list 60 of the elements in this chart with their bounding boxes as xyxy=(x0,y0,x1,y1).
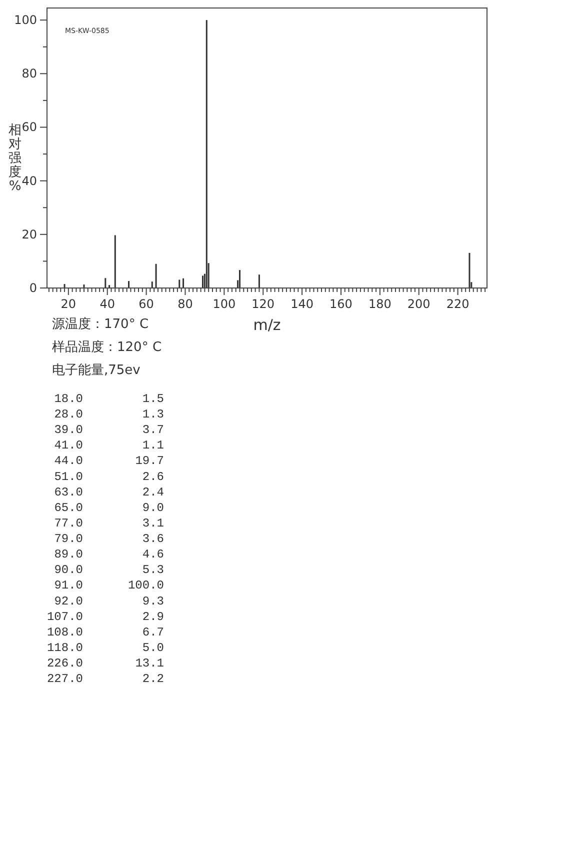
text: 6.7 xyxy=(142,625,164,640)
x-tick-label: 80 xyxy=(178,297,193,311)
text: 92.0 xyxy=(54,594,83,608)
text: 3.1 xyxy=(142,516,164,530)
text: 5.0 xyxy=(142,640,164,655)
y-tick-label: 80 xyxy=(22,66,37,81)
x-tick-label: 200 xyxy=(407,297,430,311)
text: 41.0 xyxy=(54,438,83,453)
text: 100.0 xyxy=(128,578,164,593)
text: 5.3 xyxy=(142,563,164,578)
text: 108.0 xyxy=(46,625,83,640)
text: 2.4 xyxy=(142,485,164,500)
text: 91.0 xyxy=(54,578,83,593)
x-tick-label: 180 xyxy=(368,297,392,311)
text: 28.0 xyxy=(54,408,83,422)
text: 1.1 xyxy=(142,438,164,453)
y-tick-label: 100 xyxy=(14,13,37,28)
x-tick-label: 220 xyxy=(446,297,470,311)
y-tick-label: 20 xyxy=(22,227,37,242)
text: 39.0 xyxy=(54,423,83,438)
text: 电子能量,75ev xyxy=(52,363,141,378)
x-tick-label: 160 xyxy=(330,297,352,311)
text: 65.0 xyxy=(54,500,83,515)
y-tick-label: 0 xyxy=(29,281,37,295)
text: 226.0 xyxy=(46,656,83,671)
text: 2.9 xyxy=(142,610,164,624)
text: 1.5 xyxy=(142,392,164,406)
y-tick-label: 40 xyxy=(22,174,37,188)
text: 1.3 xyxy=(142,408,164,422)
x-tick-label: 120 xyxy=(252,297,275,311)
text: 51.0 xyxy=(54,470,83,484)
text: 227.0 xyxy=(46,672,83,686)
text: 18.0 xyxy=(54,392,83,406)
text: 63.0 xyxy=(54,485,83,500)
x-tick-label: 100 xyxy=(212,297,236,311)
text: 13.1 xyxy=(135,656,164,671)
text: 2.2 xyxy=(142,672,164,686)
y-axis-title: 相对强度% xyxy=(8,123,22,194)
x-axis-title: m/z xyxy=(253,316,281,334)
text: 3.7 xyxy=(142,423,164,438)
text: 3.6 xyxy=(142,532,164,546)
text: 90.0 xyxy=(54,563,83,578)
text: 118.0 xyxy=(46,640,83,655)
text: 77.0 xyxy=(54,516,83,530)
y-tick-label: 60 xyxy=(22,120,37,134)
text: 源温度：170° C xyxy=(52,316,149,332)
text: 样品温度：120° C xyxy=(52,339,162,355)
text: 89.0 xyxy=(54,548,83,562)
x-tick-label: 60 xyxy=(138,297,154,311)
x-tick-label: 40 xyxy=(100,297,115,311)
text: 107.0 xyxy=(46,610,83,624)
text: 9.0 xyxy=(142,500,164,515)
text: 4.6 xyxy=(142,548,164,562)
text: 19.7 xyxy=(135,454,164,468)
x-tick-label: 20 xyxy=(60,297,76,311)
text: 2.6 xyxy=(142,470,164,484)
text: 9.3 xyxy=(142,594,164,608)
x-tick-label: 140 xyxy=(290,297,314,311)
text: 44.0 xyxy=(54,454,83,468)
text: 79.0 xyxy=(54,532,83,546)
